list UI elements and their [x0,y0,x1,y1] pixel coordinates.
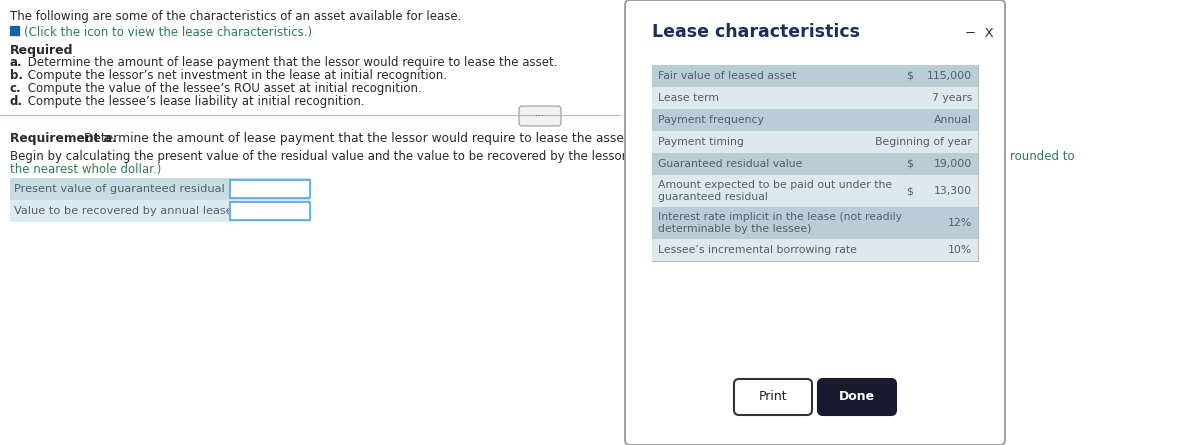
Text: Determine the amount of lease payment that the lessor would require to lease the: Determine the amount of lease payment th… [24,56,558,69]
Text: c.: c. [10,82,22,95]
FancyBboxPatch shape [652,239,978,261]
Text: Lessee’s incremental borrowing rate: Lessee’s incremental borrowing rate [658,245,857,255]
Text: −  X: − X [965,27,994,40]
FancyBboxPatch shape [652,109,978,131]
FancyBboxPatch shape [652,175,978,207]
Text: Requirement a.: Requirement a. [10,132,116,145]
Text: guaranteed residual: guaranteed residual [658,192,768,202]
Text: $: $ [906,71,913,81]
Text: Lease characteristics: Lease characteristics [652,23,860,41]
Text: Beginning of year: Beginning of year [875,137,972,147]
Text: Print: Print [758,391,787,404]
FancyBboxPatch shape [10,200,310,222]
Text: 7 years: 7 years [931,93,972,103]
Text: Annual: Annual [935,115,972,125]
FancyBboxPatch shape [652,65,978,87]
Text: Payment frequency: Payment frequency [658,115,764,125]
FancyBboxPatch shape [652,207,978,239]
Text: ···: ··· [535,111,545,121]
FancyBboxPatch shape [230,180,310,198]
Text: Required: Required [10,44,73,57]
Text: 13,300: 13,300 [934,186,972,196]
FancyBboxPatch shape [652,87,978,109]
Text: b.: b. [10,69,23,82]
Text: determinable by the lessee): determinable by the lessee) [658,224,811,234]
FancyBboxPatch shape [10,178,310,200]
Text: s rounded to: s rounded to [1000,150,1075,163]
Text: Begin by calculating the present value of the residual value and the value to be: Begin by calculating the present value o… [10,150,857,163]
FancyBboxPatch shape [652,153,978,175]
Text: Lease term: Lease term [658,93,719,103]
Text: 115,000: 115,000 [926,71,972,81]
Text: 12%: 12% [948,218,972,228]
Text: 10%: 10% [948,245,972,255]
FancyBboxPatch shape [520,106,562,126]
Text: Present value of guaranteed residual value: Present value of guaranteed residual val… [14,184,259,194]
Text: (Click the icon to view the lease characteristics.): (Click the icon to view the lease charac… [24,26,312,39]
FancyBboxPatch shape [230,202,310,220]
FancyBboxPatch shape [652,131,978,153]
Text: Compute the value of the lessee’s ROU asset at initial recognition.: Compute the value of the lessee’s ROU as… [24,82,421,95]
Text: Determine the amount of lease payment that the lessor would require to lease the: Determine the amount of lease payment th… [80,132,632,145]
Text: d.: d. [10,95,23,108]
Text: Interest rate implicit in the lease (not readily: Interest rate implicit in the lease (not… [658,212,902,222]
Text: Done: Done [839,391,875,404]
Text: $: $ [906,159,913,169]
Text: Guaranteed residual value: Guaranteed residual value [658,159,803,169]
Bar [10,31,14,35]
Text: Amount expected to be paid out under the: Amount expected to be paid out under the [658,180,892,190]
Bar [14,26,19,30]
Text: Payment timing: Payment timing [658,137,744,147]
Text: Compute the lessee’s lease liability at initial recognition.: Compute the lessee’s lease liability at … [24,95,365,108]
Text: Fair value of leased asset: Fair value of leased asset [658,71,797,81]
FancyBboxPatch shape [818,379,896,415]
Text: a.: a. [10,56,23,69]
Text: Compute the lessor’s net investment in the lease at initial recognition.: Compute the lessor’s net investment in t… [24,69,446,82]
Text: the nearest whole dollar.): the nearest whole dollar.) [10,163,161,176]
Text: 19,000: 19,000 [934,159,972,169]
Bar [14,31,19,35]
FancyBboxPatch shape [652,65,978,261]
Text: Value to be recovered by annual lease payments: Value to be recovered by annual lease pa… [14,206,293,216]
FancyBboxPatch shape [625,0,1006,445]
Bar [10,26,14,30]
Text: The following are some of the characteristics of an asset available for lease.: The following are some of the characteri… [10,10,461,23]
FancyBboxPatch shape [734,379,812,415]
Text: $: $ [906,186,913,196]
